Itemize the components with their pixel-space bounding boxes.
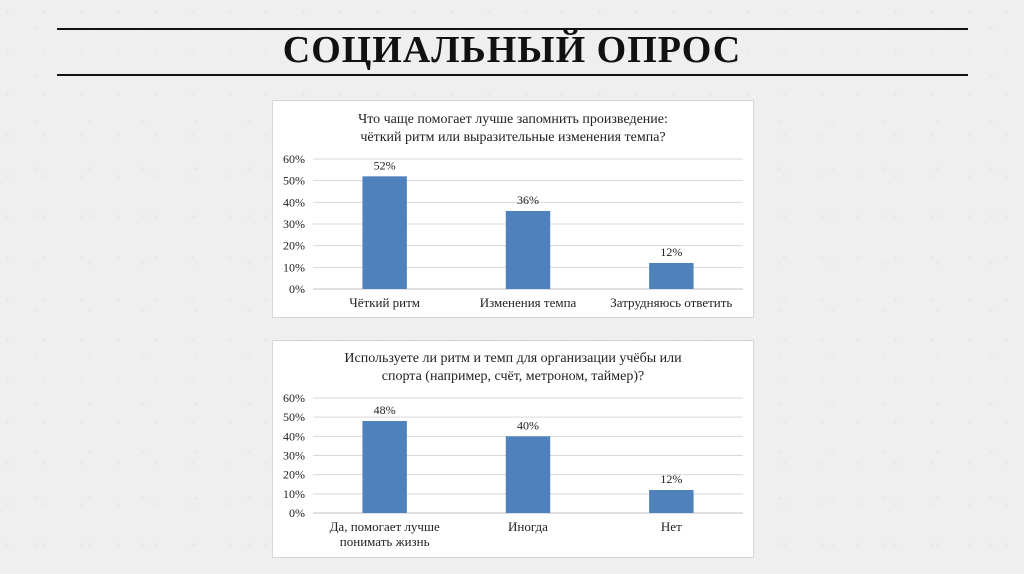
- y-tick-label: 60%: [283, 391, 305, 405]
- data-label: 52%: [374, 158, 396, 172]
- y-tick-label: 10%: [283, 260, 305, 274]
- chart-panel-2: Используете ли ритм и темп для организац…: [272, 340, 754, 558]
- y-tick-label: 30%: [283, 217, 305, 231]
- bar-chart-2: 0% 10% 20% 30% 40% 50% 60% 48% Да, помогает лучш…: [283, 391, 743, 549]
- bar: [505, 211, 551, 289]
- y-tick-label: 40%: [283, 195, 305, 209]
- bar: [362, 421, 407, 513]
- chart-title-2-line-2: спорта (например, счёт, метроном, таймер…: [381, 369, 645, 384]
- y-tick-label: 10%: [283, 487, 305, 501]
- data-label: 12%: [660, 472, 682, 486]
- bottom-rule: [57, 74, 968, 76]
- chart-title-2-line-1: Используете ли ритм и темп для организац…: [344, 351, 682, 366]
- x-tick-label: понимать жизнь: [340, 534, 430, 549]
- bar: [649, 263, 694, 289]
- chart-title-1: Что чаще помогает лучше запомнить произв…: [273, 111, 753, 147]
- chart-panel-1: Что чаще помогает лучше запомнить произв…: [272, 100, 754, 318]
- y-tick-label: 20%: [283, 468, 305, 482]
- data-label: 48%: [374, 403, 396, 417]
- x-tick-label: Нет: [661, 519, 682, 534]
- y-tick-label: 0%: [289, 506, 305, 520]
- data-label: 12%: [660, 245, 682, 259]
- chart-title-1-line-1: Что чаще помогает лучше запомнить произв…: [358, 112, 668, 127]
- x-tick-label: Да, помогает лучше: [330, 519, 440, 534]
- y-tick-label: 40%: [283, 429, 305, 443]
- x-tick-label: Изменения темпа: [480, 295, 577, 310]
- chart-title-2: Используете ли ритм и темп для организац…: [273, 350, 753, 386]
- page-title: СОЦИАЛЬНЫЙ ОПРОС: [282, 29, 742, 71]
- y-tick-label: 30%: [283, 449, 305, 463]
- x-tick-label: Затрудняюсь ответить: [610, 295, 732, 310]
- y-tick-label: 50%: [283, 410, 305, 424]
- top-rule: [57, 28, 968, 30]
- data-label: 40%: [517, 418, 539, 432]
- x-tick-label: Чёткий ритм: [349, 295, 420, 310]
- y-tick-label: 50%: [283, 174, 305, 188]
- bar: [505, 436, 551, 513]
- y-tick-label: 60%: [283, 152, 305, 166]
- bar: [649, 490, 694, 513]
- bar-chart-1: 0% 10% 20% 30% 40% 50% 60% 52% Чёткий ритм 36% Изм…: [283, 152, 743, 310]
- data-label: 36%: [517, 193, 539, 207]
- y-tick-label: 0%: [289, 282, 305, 296]
- y-tick-label: 20%: [283, 239, 305, 253]
- bar: [362, 176, 407, 289]
- x-tick-label: Иногда: [508, 519, 548, 534]
- chart-title-1-line-2: чёткий ритм или выразительные изменения …: [360, 130, 666, 145]
